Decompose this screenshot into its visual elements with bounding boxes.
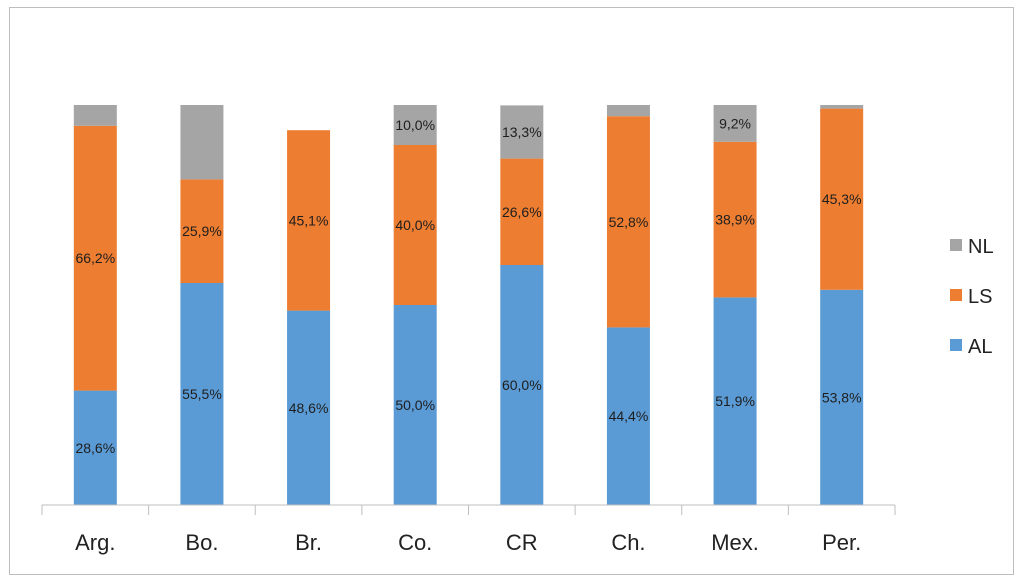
bar-segment-al <box>500 265 544 505</box>
bar-segment-nl <box>73 105 117 126</box>
bar-segment-nl <box>713 105 757 142</box>
bar-segment-ls <box>500 158 544 265</box>
bar-segment-nl <box>393 105 437 145</box>
data-label: 40,0% <box>395 217 435 233</box>
bar-segment-nl <box>820 105 864 109</box>
data-label: 50,0% <box>395 397 435 413</box>
x-tick-label: Arg. <box>75 530 115 555</box>
x-tick-label: Ch. <box>611 530 645 555</box>
x-tick-label: CR <box>506 530 538 555</box>
bar-segment-al <box>393 305 437 505</box>
x-axis: Arg. Bo. Br. Co. CR Ch. Mex. Per. <box>41 504 896 555</box>
bar-segment-ls <box>393 145 437 305</box>
bars-group: 28,6% 66,2% 55,5% 25,9% 48,6% 45,1% 50,0% 40,0%… <box>73 105 864 505</box>
data-label: 48,6% <box>289 400 329 416</box>
legend-label-ls: LS <box>968 286 992 308</box>
bar-segment-ls <box>606 116 650 328</box>
legend-label-nl: NL <box>968 236 994 258</box>
data-label: 52,8% <box>609 214 649 230</box>
legend-swatch-ls <box>950 289 962 301</box>
bar-segment-ls <box>287 130 331 311</box>
x-tick-label: Br. <box>295 530 322 555</box>
bar-segment-al <box>713 297 757 505</box>
data-label: 66,2% <box>75 250 115 266</box>
data-label: 13,3% <box>502 124 542 140</box>
legend-label-al: AL <box>968 336 992 358</box>
bar-segment-ls <box>180 179 224 283</box>
bar-segment-nl <box>180 105 224 180</box>
data-label: 60,0% <box>502 377 542 393</box>
data-label: 44,4% <box>609 408 649 424</box>
bar-segment-nl <box>500 105 544 159</box>
x-tick-label: Per. <box>822 530 861 555</box>
data-label: 28,6% <box>75 440 115 456</box>
legend-swatch-al <box>950 339 962 351</box>
bar-segment-ls <box>820 108 864 290</box>
x-tick-label: Bo. <box>185 530 218 555</box>
x-tick-label: Co. <box>398 530 432 555</box>
data-label: 10,0% <box>395 117 435 133</box>
legend-swatch-nl <box>950 239 962 251</box>
bar-segment-ls <box>73 125 117 391</box>
data-label: 25,9% <box>182 223 222 239</box>
bar-segment-al <box>820 289 864 505</box>
bar-segment-nl <box>606 105 650 117</box>
data-label: 55,5% <box>182 386 222 402</box>
data-label: 51,9% <box>715 393 755 409</box>
data-label: 9,2% <box>719 115 751 131</box>
data-label: 38,9% <box>715 212 755 228</box>
bar-segment-al <box>180 283 224 505</box>
bar-segment-ls <box>713 141 757 298</box>
data-label: 45,1% <box>289 212 329 228</box>
bar-segment-al <box>73 390 117 505</box>
bar-segment-al <box>287 310 331 505</box>
data-label: 53,8% <box>822 389 862 405</box>
bar-segment-al <box>606 327 650 505</box>
x-tick-label: Mex. <box>711 530 759 555</box>
data-label: 26,6% <box>502 204 542 220</box>
legend: NL LS AL <box>950 236 994 358</box>
data-label: 45,3% <box>822 191 862 207</box>
